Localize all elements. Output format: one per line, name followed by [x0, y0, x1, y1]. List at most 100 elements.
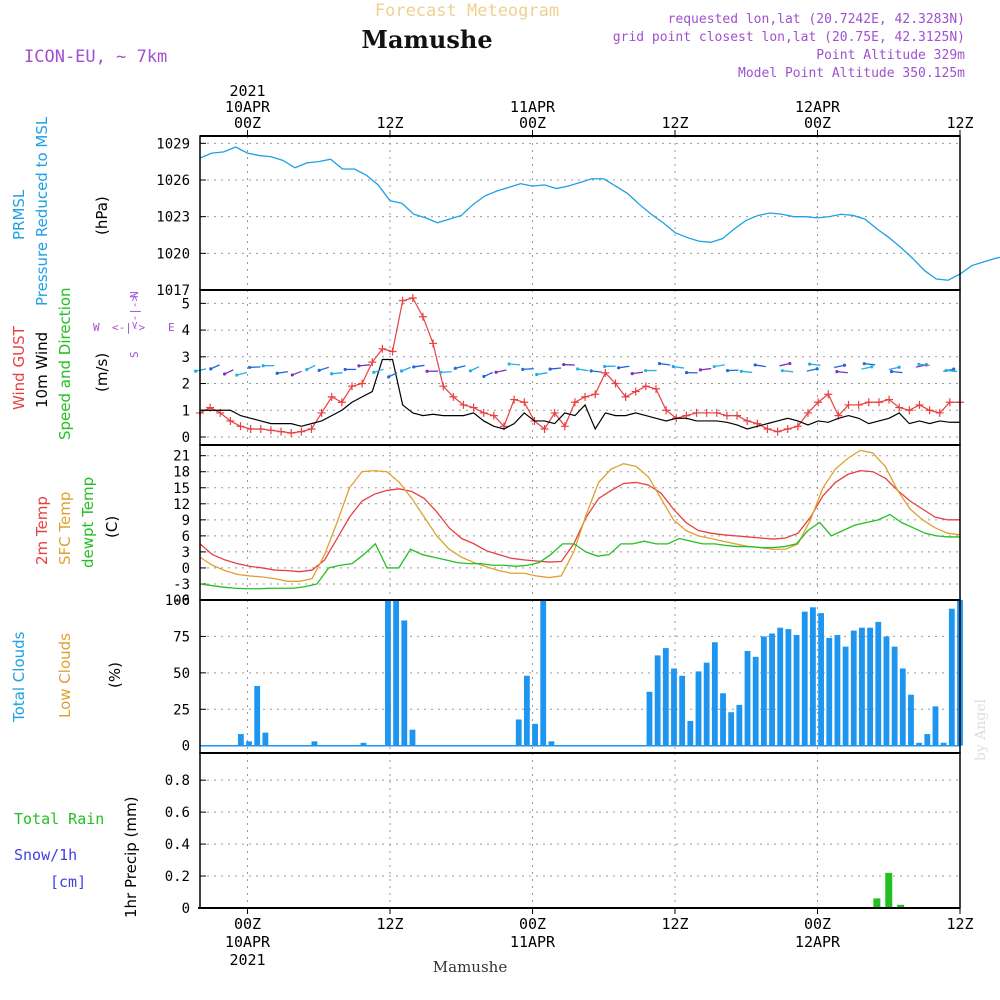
gust-point: [418, 312, 427, 321]
temp-2m-line: [199, 469, 960, 573]
cloud-bar: [254, 685, 261, 746]
wind-arrow-icon: [861, 366, 872, 370]
y-tick-label: 25: [173, 702, 190, 718]
cloud-bar: [711, 642, 718, 746]
wind-arrow-icon: [550, 367, 562, 370]
wind-arrow-icon: [836, 370, 848, 374]
gust-point: [935, 408, 944, 417]
wind-arrow-head: [944, 368, 948, 373]
gust-point: [641, 382, 650, 391]
wind-arrow-head: [387, 375, 391, 379]
cloud-bar: [891, 646, 898, 746]
gust-point: [793, 422, 802, 431]
cloud-bar: [859, 627, 865, 746]
cloud-bar: [728, 712, 735, 746]
cloud-bar: [409, 729, 416, 746]
wind-arrow-head: [630, 372, 634, 376]
gust-point: [945, 398, 954, 407]
gust-point: [520, 398, 529, 407]
wind-arrow-icon: [918, 363, 930, 367]
precip-labels: Total Rain Snow/1h [cm] 1hr Precip (mm): [14, 797, 140, 918]
gust-point: [388, 347, 397, 356]
compass-icon: N <-|-> S W <-|-> E: [93, 291, 175, 358]
cloud-bar: [540, 600, 547, 746]
y-tick-label: 0.8: [165, 773, 190, 789]
wind-arrow-head: [248, 365, 252, 370]
gust-point: [804, 408, 812, 417]
wind-arrow-head: [780, 369, 784, 373]
gust-point: [510, 395, 519, 404]
wind-arrow-icon: [741, 370, 753, 374]
pressure-unit-label: (hPa): [93, 196, 111, 235]
wind-arrow-icon: [413, 364, 425, 368]
panel-frame: [199, 444, 961, 601]
gust-point: [712, 408, 721, 417]
requested-coords: requested lon,lat (20.7242E, 42.3283N): [668, 12, 965, 27]
wind-arrow-head: [889, 369, 894, 374]
y-tick-label: 100: [165, 593, 190, 609]
gust-point: [540, 424, 549, 433]
wind-arrow-head: [399, 369, 404, 373]
cloud-bar: [948, 608, 955, 746]
gust-point: [368, 358, 377, 367]
cloud-bar: [850, 630, 857, 746]
wind-arrow-icon: [577, 368, 589, 372]
gust-point: [429, 339, 438, 348]
wind-arrow-head: [870, 365, 874, 369]
precip-bar: [885, 872, 893, 908]
bottom-tick-label: 11APR: [510, 933, 556, 951]
cloud-bar: [744, 651, 751, 746]
svg-text:<-|->: <-|->: [128, 295, 141, 328]
wind-arrow-head: [330, 372, 334, 376]
y-tick-label: 1029: [156, 136, 190, 152]
wind-arrow-icon: [833, 364, 845, 369]
gust-point: [570, 398, 579, 407]
bottom-tick-label: 12Z: [376, 915, 403, 933]
y-tick-label: 2: [182, 377, 190, 393]
gust-point: [317, 408, 326, 417]
y-tick-label: 0.2: [165, 869, 190, 885]
clouds-panel: 0 25 50 75 100: [165, 593, 963, 755]
wind-arrow-head: [753, 363, 757, 367]
model-label: ICON-EU, ~ 7km: [24, 47, 167, 67]
y-tick-label: 3: [182, 545, 190, 561]
y-tick-label: 0: [182, 430, 190, 446]
y-tick-label: 0: [182, 561, 190, 577]
wind-arrow-head: [643, 368, 648, 373]
gust-point: [337, 398, 346, 407]
bottom-tick-label: 00Z: [804, 915, 831, 933]
y-tick-label: 6: [182, 529, 190, 545]
wind-arrow-head: [725, 368, 730, 373]
panel-frame: [199, 752, 961, 909]
wind-arrow-head: [194, 369, 198, 373]
gust-point: [763, 424, 772, 433]
cloud-bar: [262, 732, 269, 746]
gust-point: [692, 408, 701, 417]
sfc-temp-label: SFC Temp: [56, 492, 74, 565]
cloud-bar: [695, 671, 702, 746]
wind-10m-label: 10m Wind: [33, 332, 51, 408]
wind-arrow-icon: [358, 364, 370, 367]
y-tick-label: 1: [182, 403, 190, 419]
cloud-bar: [899, 668, 906, 746]
cloud-bar: [671, 668, 677, 746]
clouds-unit-label: (%): [106, 662, 124, 688]
wind-arrow-head: [548, 367, 552, 371]
wind-arrow-icon: [864, 363, 876, 366]
cloud-bar: [401, 620, 408, 746]
gust-point: [408, 294, 417, 303]
wind-arrow-icon: [809, 363, 821, 366]
temp-unit-label: (C): [103, 516, 121, 538]
cloud-bar: [777, 627, 784, 746]
cloud-bar: [679, 675, 686, 746]
wind-arrow-icon: [755, 364, 766, 368]
wind-arrow-icon: [277, 370, 288, 374]
gust-point: [601, 368, 610, 377]
wind-arrow-head: [657, 361, 662, 366]
wind-arrow-head: [788, 361, 792, 366]
y-tick-label: 21: [173, 449, 190, 465]
cloud-bar: [515, 719, 522, 746]
